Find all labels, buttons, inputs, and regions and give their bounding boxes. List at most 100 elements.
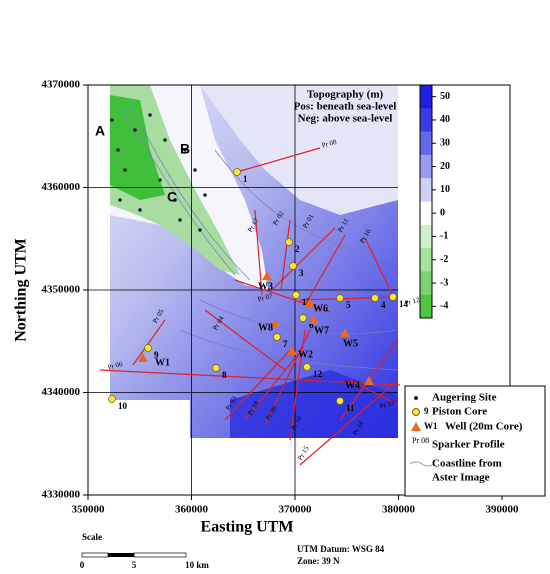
well xyxy=(262,271,272,280)
sparker-profile xyxy=(304,234,346,306)
augering-site xyxy=(203,193,207,197)
piston-core xyxy=(285,238,293,246)
augering-site xyxy=(183,148,187,152)
legend-title: Neg: above sea-level xyxy=(298,113,393,125)
well xyxy=(340,328,350,337)
sparker-profile xyxy=(132,319,166,366)
shallow-area xyxy=(200,85,398,215)
colorbar-swatch xyxy=(420,108,432,133)
piston-core xyxy=(299,314,307,322)
core-label: 7 xyxy=(283,339,288,349)
well xyxy=(270,319,280,328)
profile-label: Pr 12 xyxy=(404,296,421,308)
scale-label: 0 xyxy=(80,560,85,570)
piston-core xyxy=(371,294,379,302)
scale-label: 5 xyxy=(132,560,137,570)
legend-symbol: W1 xyxy=(424,421,438,431)
sparker-profile xyxy=(299,379,399,466)
colorbar-swatch xyxy=(420,294,432,319)
augering-site xyxy=(148,113,152,117)
colorbar-label: -1 xyxy=(440,231,448,242)
well xyxy=(309,315,319,324)
piston-core xyxy=(108,395,116,403)
y-tick-label: 4370000 xyxy=(42,79,81,91)
profile-label: Pr 07 xyxy=(257,292,274,304)
datum-label: UTM Datum: WSG 84 xyxy=(297,544,385,554)
sparker-profile xyxy=(99,369,401,386)
core-label: 4 xyxy=(381,300,386,310)
piston-core xyxy=(336,397,344,405)
legend-label: Piston Core xyxy=(432,406,487,418)
legend-title: Pos: beneath sea-level xyxy=(294,101,397,113)
core-label: 9 xyxy=(154,350,159,360)
place-label: C xyxy=(167,189,177,205)
scale-bar xyxy=(81,552,109,558)
augering-site xyxy=(178,218,182,222)
well xyxy=(364,376,374,385)
scale-label: 10 km xyxy=(185,560,209,570)
core-label: 6 xyxy=(309,320,314,330)
y-tick-label: 4350000 xyxy=(42,284,81,296)
colorbar-swatch xyxy=(420,131,432,156)
profile-label: Pr 08 xyxy=(321,138,338,150)
profile-label: Pr 15 xyxy=(296,444,311,461)
place-label: B xyxy=(180,141,190,157)
legend-core xyxy=(412,408,420,416)
piston-core xyxy=(273,333,281,341)
well-label: W3 xyxy=(258,281,273,292)
core-label: 12 xyxy=(313,369,323,379)
augering-site xyxy=(138,208,142,212)
augering-site xyxy=(173,198,177,202)
well-label: W8 xyxy=(258,322,273,333)
colorbar-swatch xyxy=(420,85,432,109)
legend-symbol: 9 xyxy=(424,406,429,416)
colorbar-swatch xyxy=(420,154,432,179)
colorbar-label: 40 xyxy=(440,114,450,125)
x-tick-label: 390000 xyxy=(486,504,520,516)
well-label: W5 xyxy=(343,338,358,349)
sparker-profile xyxy=(244,351,301,421)
sparker-profile xyxy=(204,309,286,371)
core-label: 3 xyxy=(299,268,304,278)
x-axis-label: Easting UTM xyxy=(201,519,294,536)
colorbar-swatch xyxy=(420,248,432,272)
piston-core xyxy=(289,262,297,270)
x-tick-label: 370000 xyxy=(279,504,313,516)
core-label: 11 xyxy=(346,403,355,413)
well-label: W6 xyxy=(313,303,328,314)
piston-core xyxy=(144,344,152,352)
well xyxy=(287,346,297,355)
scale-title: Scale xyxy=(82,532,102,542)
colorbar-label: -4 xyxy=(440,301,448,312)
legend-symbol: Pr 08 xyxy=(412,436,429,445)
augering-site xyxy=(118,198,122,202)
core-label: 1 xyxy=(243,174,248,184)
colorbar-label: 10 xyxy=(440,184,450,195)
legend-label: Aster Image xyxy=(432,472,490,484)
colorbar-frame xyxy=(419,84,433,319)
legend-box xyxy=(404,385,546,497)
colorbar-label: 30 xyxy=(440,138,450,149)
legend-label: Coastline from xyxy=(432,458,502,470)
legend-label: Sparker Profile xyxy=(432,439,505,451)
piston-core xyxy=(389,293,397,301)
datum-label: Zone: 39 N xyxy=(297,556,340,566)
sparker-profile xyxy=(349,379,399,406)
colorbar-swatch xyxy=(420,201,432,226)
augering-site xyxy=(116,148,120,152)
colorbar-swatch xyxy=(420,224,432,249)
piston-core xyxy=(292,291,300,299)
colorbar-label: 0 xyxy=(440,207,445,218)
core-label: 13 xyxy=(302,297,312,307)
augering-site xyxy=(198,228,202,232)
x-tick-label: 380000 xyxy=(382,504,416,516)
core-label: 10 xyxy=(118,401,128,411)
augering-site xyxy=(163,138,167,142)
core-label: 8 xyxy=(222,370,227,380)
legend-label: Well (20m Core) xyxy=(445,421,523,433)
sparker-profile xyxy=(269,227,336,293)
core-label: 5 xyxy=(346,300,351,310)
augering-site xyxy=(133,128,137,132)
sparker-profile xyxy=(236,147,321,173)
